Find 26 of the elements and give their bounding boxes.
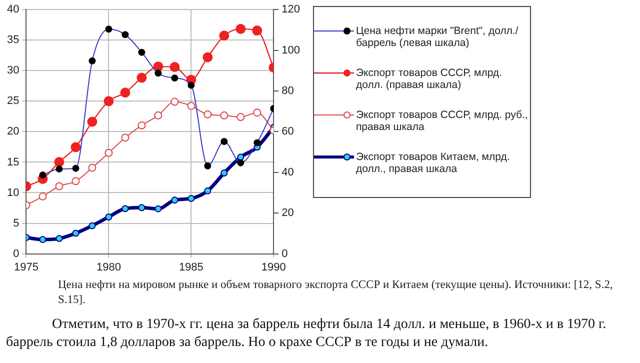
y2-tick-label: 0	[282, 248, 288, 260]
y-tick-label: 20	[6, 126, 20, 138]
y-tick-label: 5	[13, 217, 20, 230]
legend-label: Экспорт товаров Китаем, млрд. долл., правая шкала	[356, 151, 511, 175]
text: Цена нефти на мировом рынке и объем товарного экспорта СССР и Китаем (текущие цены). Источники: [12, S.2, S.15].	[58, 278, 614, 308]
text: Отметим, что в 1970-х гг. цена за баррель нефти была 14 долл. и меньше, в 1960-х и в 1970 г. баррель стоила 1,8 долларов за баррель. Но о крахе СССР в те годы и не думали.	[6, 316, 608, 352]
x-tick-label: 1990	[261, 261, 286, 274]
x-tick-label: 1980	[96, 261, 121, 274]
y2-tick-label: 40	[282, 166, 294, 178]
legend-label: Экспорт товаров СССР, млрд. долл. (правая шкала)	[356, 67, 503, 91]
y2-tick-label: 60	[282, 126, 294, 138]
y-tick-label: 15	[6, 156, 20, 168]
y2-tick-label: 120	[282, 4, 300, 16]
y-tick-label: 25	[6, 95, 20, 108]
y-tick-label: 10	[6, 186, 20, 199]
legend-label: Цена нефти марки "Brent", долл./баррель (левая шкала)	[356, 25, 520, 49]
y-tick-label: 0	[13, 248, 20, 260]
y2-tick-label: 20	[282, 207, 294, 220]
y-tick-label: 40	[6, 4, 20, 16]
y2-tick-label: 100	[282, 44, 300, 56]
y2-tick-label: 80	[282, 85, 294, 98]
x-tick-label: 1985	[178, 261, 204, 274]
y-tick-label: 30	[6, 64, 20, 77]
x-tick-label: 1975	[14, 261, 38, 274]
legend-label: Экспорт товаров СССР, млрд. руб., правая шкала	[356, 109, 529, 133]
y-tick-label: 35	[6, 34, 20, 46]
